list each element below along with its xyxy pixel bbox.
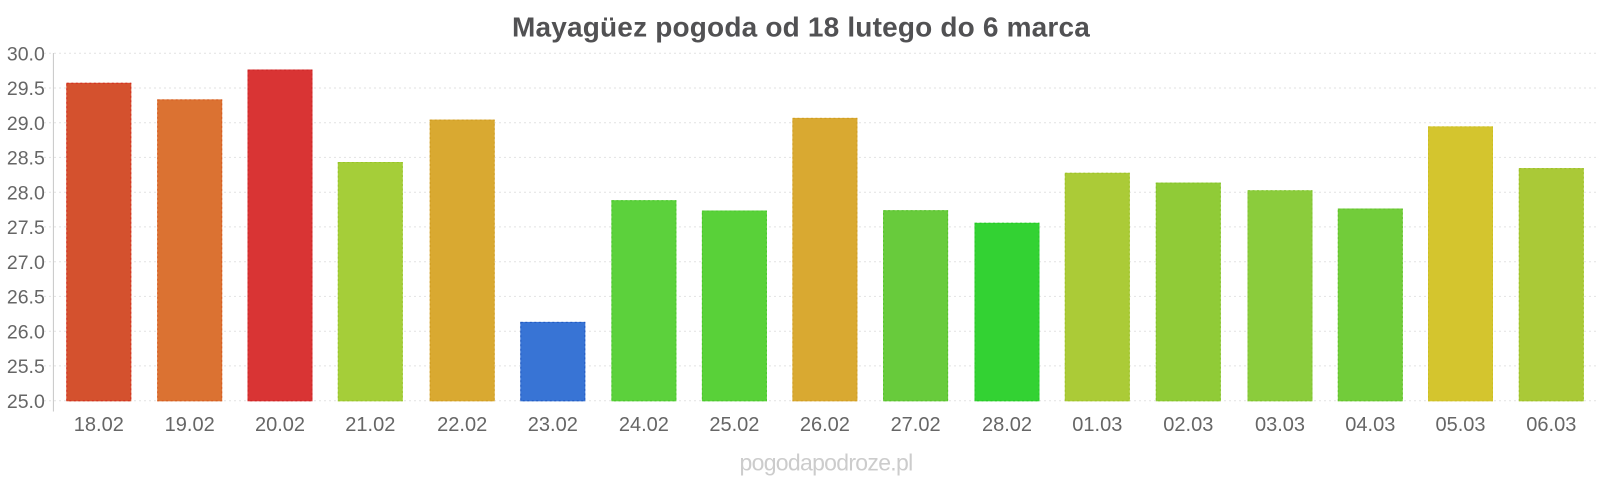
svg-text:28.0: 28.0 (7, 182, 45, 204)
svg-text:27.0: 27.0 (7, 252, 45, 274)
svg-text:22.02: 22.02 (437, 414, 487, 436)
svg-text:29.0: 29.0 (7, 113, 45, 135)
svg-text:21.02: 21.02 (345, 414, 395, 436)
svg-text:28.5: 28.5 (7, 148, 45, 170)
svg-text:29.5: 29.5 (7, 78, 45, 100)
svg-text:26.5: 26.5 (7, 287, 45, 309)
svg-text:19.02: 19.02 (165, 414, 215, 436)
svg-text:27.5: 27.5 (7, 217, 45, 239)
svg-text:23.02: 23.02 (528, 414, 578, 436)
svg-text:03.03: 03.03 (1255, 414, 1305, 436)
svg-text:05.03: 05.03 (1435, 414, 1485, 436)
svg-text:27.02: 27.02 (891, 414, 941, 436)
svg-text:02.03: 02.03 (1163, 414, 1213, 436)
svg-text:28.02: 28.02 (982, 414, 1032, 436)
svg-text:Mayagüez pogoda od 18 lutego d: Mayagüez pogoda od 18 lutego do 6 marca (512, 11, 1090, 42)
svg-text:30.0: 30.0 (7, 43, 45, 65)
svg-text:01.03: 01.03 (1072, 414, 1122, 436)
svg-text:25.0: 25.0 (7, 391, 45, 413)
svg-text:25.02: 25.02 (709, 414, 759, 436)
svg-text:04.03: 04.03 (1345, 414, 1395, 436)
svg-text:25.5: 25.5 (7, 356, 45, 378)
svg-text:24.02: 24.02 (619, 414, 669, 436)
svg-text:26.02: 26.02 (800, 414, 850, 436)
svg-text:06.03: 06.03 (1526, 414, 1576, 436)
svg-text:18.02: 18.02 (74, 414, 124, 436)
svg-text:20.02: 20.02 (255, 414, 305, 436)
svg-text:26.0: 26.0 (7, 321, 45, 343)
svg-text:pogodapodroze.pl: pogodapodroze.pl (740, 450, 913, 476)
